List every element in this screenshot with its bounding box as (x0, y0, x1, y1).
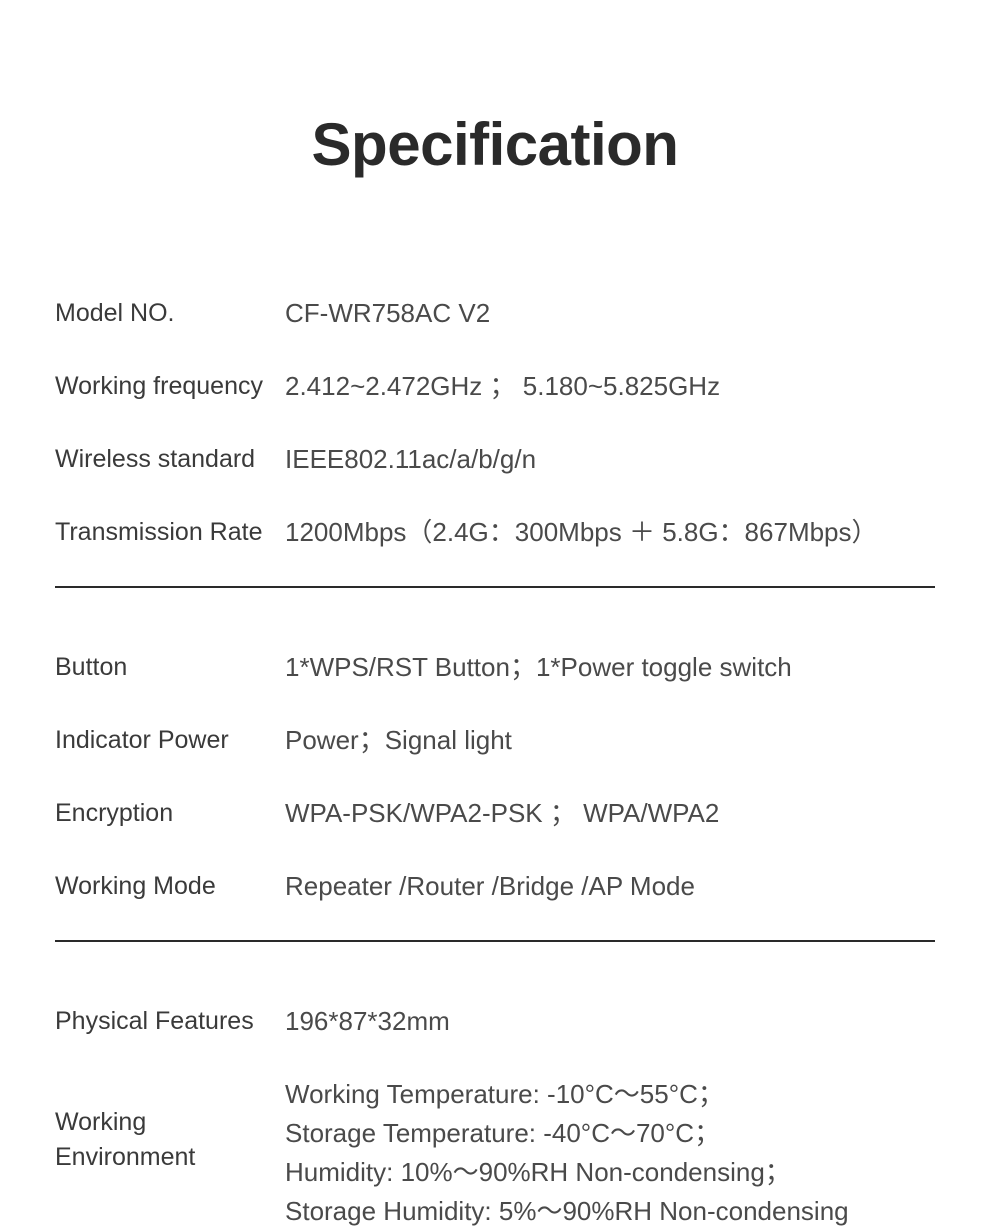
spec-label: Button (55, 650, 285, 685)
spec-value: CF-WR758AC V2 (285, 294, 935, 333)
spec-label: Physical Features (55, 1004, 285, 1039)
spec-label: Model NO. (55, 296, 285, 331)
spec-label: Working Environment (55, 1075, 285, 1175)
spec-row: Physical Features 196*87*32mm (55, 1002, 935, 1041)
spec-value: IEEE802.11ac/a/b/g/n (285, 440, 935, 479)
spec-value: 1*WPS/RST Button；1*Power toggle switch (285, 648, 935, 687)
specification-container: Specification Model NO. CF-WR758AC V2 Wo… (0, 0, 990, 1231)
spec-row: Button 1*WPS/RST Button；1*Power toggle s… (55, 648, 935, 687)
spec-value: Power；Signal light (285, 721, 935, 760)
section-divider (55, 586, 935, 588)
spec-label: Encryption (55, 796, 285, 831)
spec-label: Wireless standard (55, 442, 285, 477)
spec-row: Working frequency 2.412~2.472GHz ； 5.180… (55, 367, 935, 406)
spec-row: Working Environment Working Temperature:… (55, 1075, 935, 1231)
spec-value: WPA-PSK/WPA2-PSK ； WPA/WPA2 (285, 794, 935, 833)
spec-row: Encryption WPA-PSK/WPA2-PSK ； WPA/WPA2 (55, 794, 935, 833)
spec-row: Wireless standard IEEE802.11ac/a/b/g/n (55, 440, 935, 479)
spec-value: 1200Mbps（2.4G：300Mbps ＋ 5.8G：867Mbps） (285, 513, 935, 552)
spec-value: 2.412~2.472GHz ； 5.180~5.825GHz (285, 367, 935, 406)
spec-label: Working Mode (55, 869, 285, 904)
spec-section-2: Button 1*WPS/RST Button；1*Power toggle s… (55, 648, 935, 906)
spec-section-1: Model NO. CF-WR758AC V2 Working frequenc… (55, 294, 935, 552)
spec-value: 196*87*32mm (285, 1002, 935, 1041)
spec-row: Indicator Power Power；Signal light (55, 721, 935, 760)
spec-row: Working Mode Repeater /Router /Bridge /A… (55, 867, 935, 906)
spec-row: Model NO. CF-WR758AC V2 (55, 294, 935, 333)
spec-label: Transmission Rate (55, 515, 285, 550)
spec-value: Working Temperature: -10°C～55°C； Storage… (285, 1075, 935, 1231)
spec-section-3: Physical Features 196*87*32mm Working En… (55, 1002, 935, 1231)
spec-value: Repeater /Router /Bridge /AP Mode (285, 867, 935, 906)
spec-label: Working frequency (55, 369, 285, 404)
spec-row: Transmission Rate 1200Mbps（2.4G：300Mbps … (55, 513, 935, 552)
section-divider (55, 940, 935, 942)
spec-label: Indicator Power (55, 723, 285, 758)
page-title: Specification (55, 0, 935, 294)
